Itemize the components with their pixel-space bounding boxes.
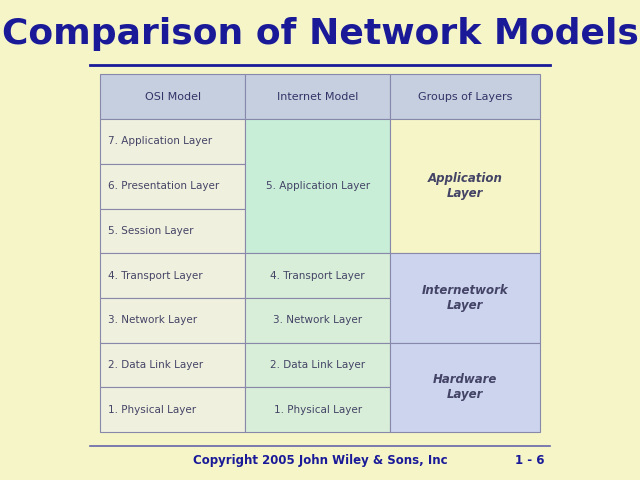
FancyBboxPatch shape [390, 119, 540, 253]
FancyBboxPatch shape [245, 298, 390, 343]
Text: 2. Data Link Layer: 2. Data Link Layer [270, 360, 365, 370]
FancyBboxPatch shape [100, 387, 245, 432]
FancyBboxPatch shape [245, 387, 390, 432]
Text: 5. Application Layer: 5. Application Layer [266, 181, 370, 191]
FancyBboxPatch shape [100, 119, 245, 164]
FancyBboxPatch shape [245, 119, 390, 253]
Text: 4. Transport Layer: 4. Transport Layer [271, 271, 365, 280]
Text: 3. Network Layer: 3. Network Layer [273, 315, 362, 325]
Text: Internetwork
Layer: Internetwork Layer [422, 284, 508, 312]
FancyBboxPatch shape [245, 74, 390, 119]
Text: 1. Physical Layer: 1. Physical Layer [274, 405, 362, 415]
Text: OSI Model: OSI Model [145, 92, 201, 102]
FancyBboxPatch shape [245, 253, 390, 298]
FancyBboxPatch shape [100, 164, 245, 208]
Text: 1 - 6: 1 - 6 [515, 454, 545, 468]
Text: 5. Session Layer: 5. Session Layer [108, 226, 193, 236]
Text: Comparison of Network Models: Comparison of Network Models [1, 17, 639, 50]
Text: Application
Layer: Application Layer [428, 172, 502, 200]
Text: 7. Application Layer: 7. Application Layer [108, 136, 212, 146]
FancyBboxPatch shape [390, 343, 540, 432]
FancyBboxPatch shape [100, 208, 245, 253]
Text: Hardware
Layer: Hardware Layer [433, 373, 497, 401]
FancyBboxPatch shape [100, 298, 245, 343]
FancyBboxPatch shape [390, 253, 540, 343]
FancyBboxPatch shape [245, 343, 390, 387]
Text: 4. Transport Layer: 4. Transport Layer [108, 271, 202, 280]
FancyBboxPatch shape [390, 74, 540, 119]
Text: 2. Data Link Layer: 2. Data Link Layer [108, 360, 203, 370]
FancyBboxPatch shape [100, 253, 245, 298]
Text: 6. Presentation Layer: 6. Presentation Layer [108, 181, 219, 191]
Text: Internet Model: Internet Model [277, 92, 358, 102]
FancyBboxPatch shape [100, 74, 245, 119]
FancyBboxPatch shape [100, 343, 245, 387]
Text: 1. Physical Layer: 1. Physical Layer [108, 405, 196, 415]
Text: 3. Network Layer: 3. Network Layer [108, 315, 197, 325]
Text: Groups of Layers: Groups of Layers [418, 92, 512, 102]
Text: Copyright 2005 John Wiley & Sons, Inc: Copyright 2005 John Wiley & Sons, Inc [193, 454, 447, 468]
